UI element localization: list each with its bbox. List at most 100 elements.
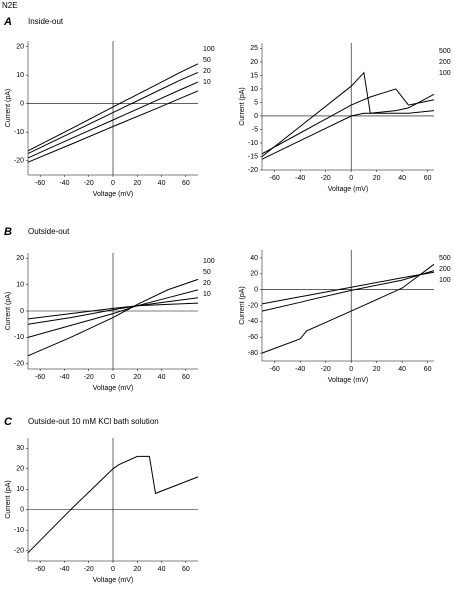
x-tick-label: 20 xyxy=(133,180,141,187)
section-title: Outside-out 10 mM KCl bath solution xyxy=(28,417,159,426)
y-tick-label: 10 xyxy=(16,486,24,493)
y-tick-label: 10 xyxy=(16,281,24,288)
x-axis-label: Voltage (mV) xyxy=(328,377,368,384)
x-tick-label: -40 xyxy=(59,180,69,187)
x-tick-label: -20 xyxy=(321,366,331,373)
y-tick-label: 20 xyxy=(250,59,258,66)
x-axis-label: Voltage (mV) xyxy=(93,385,133,392)
x-tick-label: 40 xyxy=(398,175,406,182)
y-axis-label: Current (pA) xyxy=(5,292,12,331)
y-tick-label: -5 xyxy=(252,126,258,133)
y-tick-label: 0 xyxy=(254,286,258,293)
legend-label: 500 xyxy=(439,48,451,55)
trace xyxy=(261,270,435,312)
y-tick-label: 10 xyxy=(16,72,24,79)
x-tick-label: -60 xyxy=(35,566,45,573)
trace xyxy=(27,90,199,163)
y-tick-label: 15 xyxy=(250,72,258,79)
x-tick-label: 20 xyxy=(133,566,141,573)
y-tick-label: 20 xyxy=(250,271,258,278)
legend-label: 200 xyxy=(439,59,451,66)
y-tick-label: -10 xyxy=(14,129,24,136)
x-tick-label: 40 xyxy=(158,566,166,573)
x-tick-label: -60 xyxy=(35,180,45,187)
y-tick-label: -20 xyxy=(248,302,258,309)
x-axis-label: Voltage (mV) xyxy=(328,186,368,193)
y-axis-label: Current (pA) xyxy=(5,480,12,519)
y-tick-label: -20 xyxy=(14,158,24,165)
legend-label: 20 xyxy=(203,280,211,287)
y-tick-label: 5 xyxy=(254,99,258,106)
y-tick-label: -80 xyxy=(248,350,258,357)
trace xyxy=(27,278,199,357)
x-tick-label: 0 xyxy=(111,374,115,381)
trace xyxy=(27,63,199,152)
y-tick-label: -15 xyxy=(248,153,258,160)
x-tick-label: -40 xyxy=(295,175,305,182)
x-tick-label: 20 xyxy=(133,374,141,381)
y-tick-label: 0 xyxy=(254,113,258,120)
y-tick-label: 30 xyxy=(16,445,24,452)
x-tick-label: 40 xyxy=(158,374,166,381)
x-tick-label: 0 xyxy=(349,175,353,182)
y-tick-label: 0 xyxy=(20,507,24,514)
y-tick-label: -60 xyxy=(248,334,258,341)
y-tick-label: 0 xyxy=(20,101,24,108)
x-tick-label: 60 xyxy=(182,180,190,187)
x-tick-label: 0 xyxy=(111,566,115,573)
y-tick-label: 20 xyxy=(16,255,24,262)
trace xyxy=(27,455,199,554)
x-tick-label: 60 xyxy=(424,366,432,373)
y-tick-label: -20 xyxy=(14,361,24,368)
trace xyxy=(261,110,435,160)
legend-label: 20 xyxy=(203,68,211,75)
x-tick-label: 20 xyxy=(373,175,381,182)
x-tick-label: -40 xyxy=(59,566,69,573)
y-tick-label: -10 xyxy=(14,334,24,341)
legend-label: 10 xyxy=(203,291,211,298)
x-tick-label: 20 xyxy=(373,366,381,373)
figure-label: N2E xyxy=(2,1,18,10)
y-tick-label: 10 xyxy=(250,86,258,93)
legend-label: 100 xyxy=(439,70,451,77)
x-tick-label: 0 xyxy=(349,366,353,373)
trace xyxy=(27,289,199,338)
y-tick-label: 40 xyxy=(250,255,258,262)
y-axis-label: Current (pA) xyxy=(239,87,246,126)
x-tick-label: -60 xyxy=(270,366,280,373)
trace xyxy=(261,88,435,155)
y-tick-label: -10 xyxy=(248,140,258,147)
y-axis-label: Current (pA) xyxy=(5,89,12,128)
x-tick-label: -60 xyxy=(270,175,280,182)
trace xyxy=(27,81,199,159)
trace xyxy=(261,71,435,157)
x-axis-label: Voltage (mV) xyxy=(93,191,133,198)
x-tick-label: -20 xyxy=(84,180,94,187)
legend-label: 50 xyxy=(203,269,211,276)
trace xyxy=(261,271,435,305)
x-axis-label: Voltage (mV) xyxy=(93,577,133,584)
legend-label: 50 xyxy=(203,57,211,64)
section-letter: C xyxy=(4,416,13,428)
legend-label: 500 xyxy=(439,255,451,262)
x-tick-label: 60 xyxy=(182,566,190,573)
x-tick-label: 60 xyxy=(424,175,432,182)
legend-label: 100 xyxy=(439,277,451,284)
x-tick-label: 40 xyxy=(398,366,406,373)
y-tick-label: -40 xyxy=(248,318,258,325)
y-tick-label: 0 xyxy=(20,308,24,315)
x-tick-label: 0 xyxy=(111,180,115,187)
x-tick-label: -40 xyxy=(59,374,69,381)
x-tick-label: -20 xyxy=(321,175,331,182)
x-tick-label: 60 xyxy=(182,374,190,381)
legend-label: 100 xyxy=(203,46,215,53)
legend-label: 200 xyxy=(439,266,451,273)
y-axis-label: Current (pA) xyxy=(239,286,246,325)
x-tick-label: -20 xyxy=(84,374,94,381)
y-tick-label: 20 xyxy=(16,44,24,51)
y-tick-label: -10 xyxy=(14,527,24,534)
trace xyxy=(261,263,435,354)
section-title: Outside-out xyxy=(28,227,70,236)
y-tick-label: 25 xyxy=(250,45,258,52)
